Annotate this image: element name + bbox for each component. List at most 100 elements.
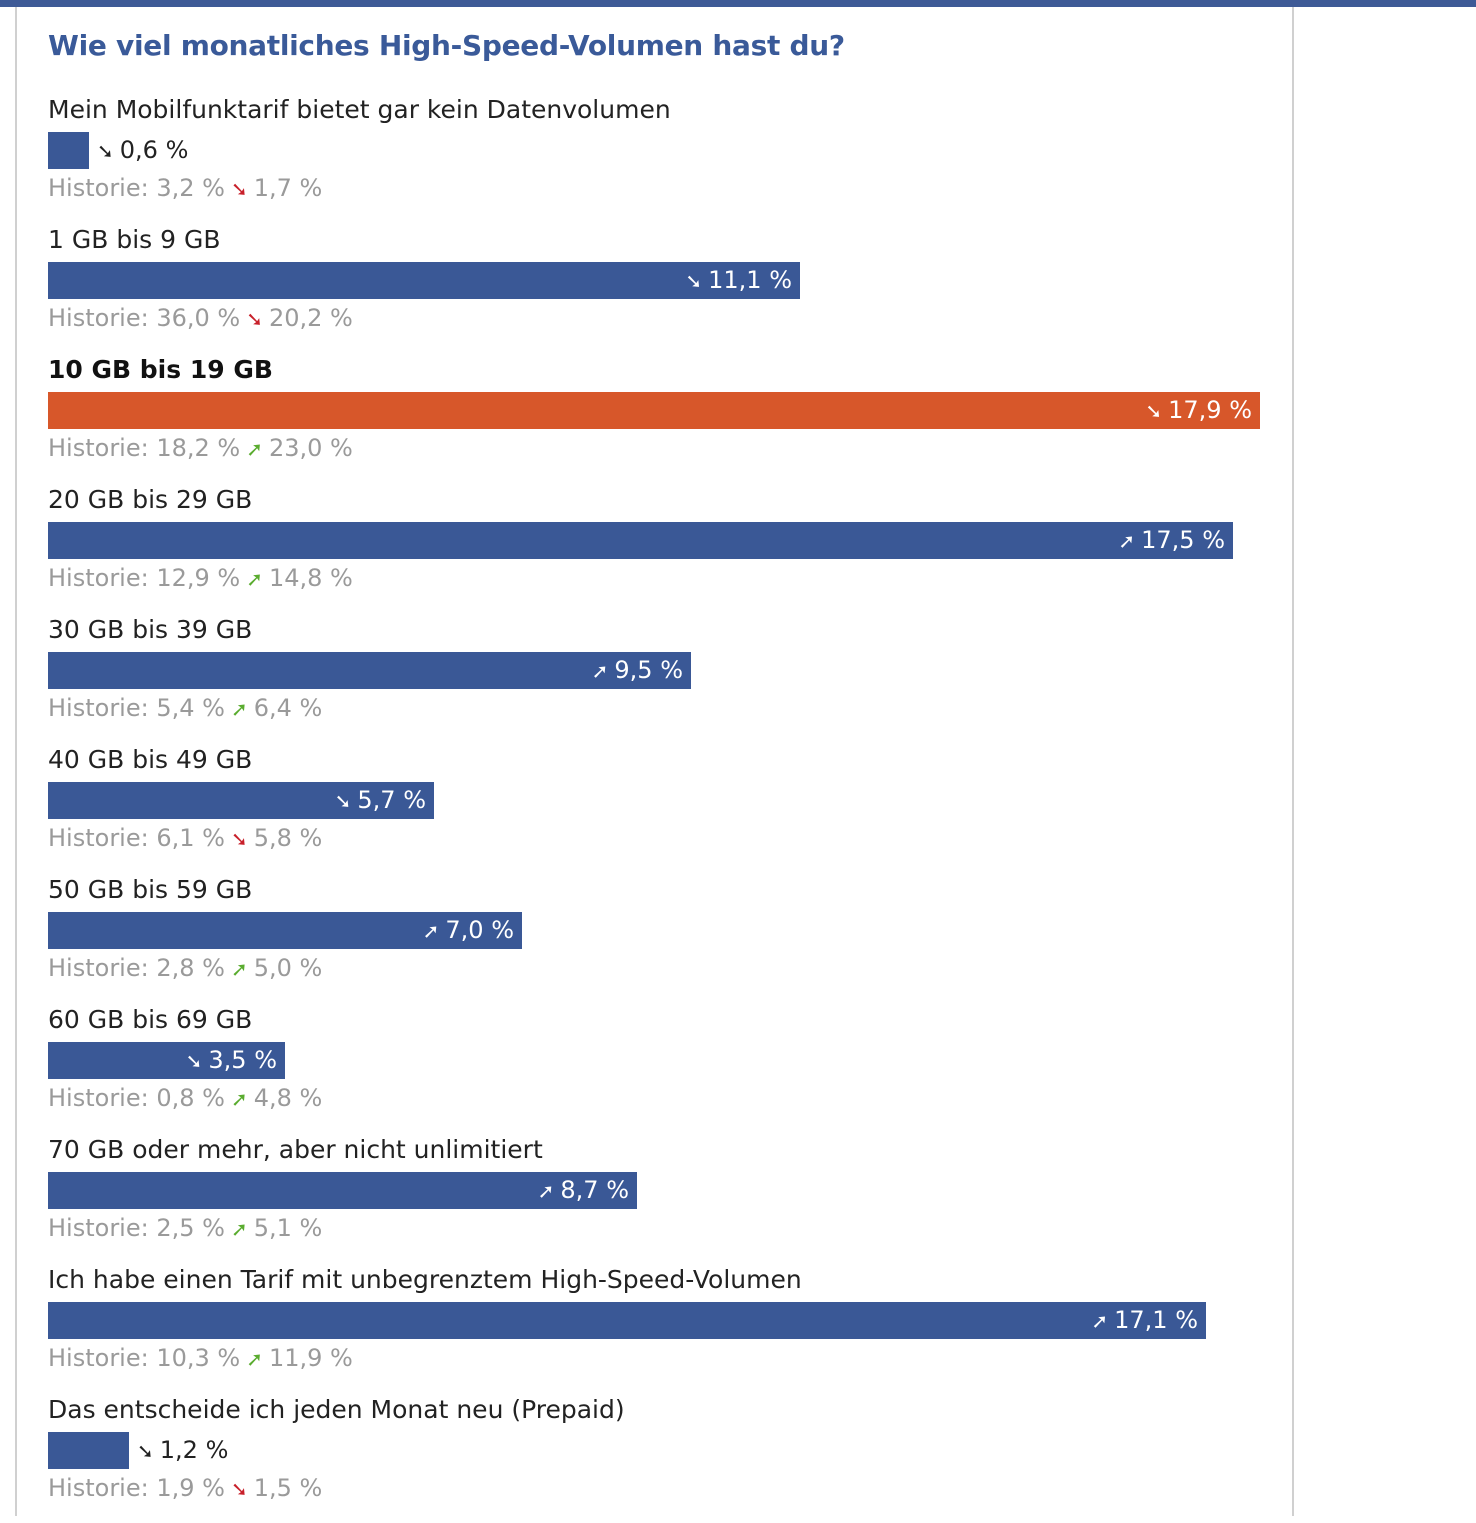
history-down-icon: ➘ [246, 307, 263, 331]
result-value: ➘ 0,6 % [97, 132, 188, 169]
result-percent: 1,2 % [159, 1436, 229, 1464]
history: Historie: 2,5 % ➚ 5,1 % [48, 1210, 322, 1247]
result-percent: 0,6 % [119, 136, 189, 164]
history-down-icon: ➘ [230, 1477, 248, 1501]
history-value-1: 10,3 % [156, 1344, 241, 1372]
history-value-2: 1,7 % [253, 174, 323, 202]
history-value-1: 2,5 % [156, 1214, 225, 1242]
result-bar [48, 1172, 637, 1209]
history: Historie: 12,9 % ➚ 14,8 % [48, 560, 353, 597]
result-value: ➘ 17,9 % [1145, 392, 1252, 429]
history-value-2: 1,5 % [253, 1474, 323, 1502]
result-bar [48, 522, 1233, 559]
answer-label: Das entscheide ich jeden Monat neu (Prep… [48, 1395, 625, 1424]
frame-left-border [15, 7, 17, 1516]
history-up-icon: ➚ [230, 697, 248, 721]
history-label: Historie: [48, 824, 157, 852]
trend-down-icon: ➘ [1145, 399, 1163, 423]
result-value: ➚ 8,7 % [538, 1172, 629, 1209]
trend-down-icon: ➘ [685, 269, 703, 293]
history-up-icon: ➚ [246, 567, 263, 591]
result-percent: 17,5 % [1141, 526, 1225, 554]
history-value-2: 5,0 % [253, 954, 323, 982]
answer-row: 10 GB bis 19 GB ➘ 17,9 % Historie: 18,2 % ➚ 2… [48, 353, 1278, 483]
answer-row: 70 GB oder mehr, aber nicht unlimitiert ➚… [48, 1133, 1278, 1263]
trend-down-icon: ➘ [334, 789, 352, 813]
history-value-1: 6,1 % [156, 824, 225, 852]
answer-label: Ich habe einen Tarif mit unbegrenztem Hi… [48, 1265, 802, 1294]
result-value: ➘ 5,7 % [335, 782, 426, 819]
result-value: ➘ 3,5 % [186, 1042, 277, 1079]
history-label: Historie: [48, 1474, 157, 1502]
history-value-2: 6,4 % [253, 694, 323, 722]
trend-up-icon: ➚ [537, 1179, 555, 1203]
result-bar [48, 392, 1260, 429]
result-value: ➘ 11,1 % [685, 262, 792, 299]
trend-up-icon: ➚ [1118, 529, 1136, 553]
history-value-2: 20,2 % [268, 304, 353, 332]
result-bar [48, 262, 800, 299]
trend-up-icon: ➚ [422, 919, 440, 943]
trend-up-icon: ➚ [591, 659, 609, 683]
answer-label: 60 GB bis 69 GB [48, 1005, 253, 1034]
top-rule [0, 0, 1476, 7]
history-label: Historie: [48, 434, 157, 462]
result-bar [48, 132, 89, 169]
result-percent: 7,0 % [445, 916, 514, 944]
result-bar [48, 782, 434, 819]
history-value-2: 23,0 % [268, 434, 353, 462]
history: Historie: 36,0 % ➘ 20,2 % [48, 300, 353, 337]
history-value-1: 36,0 % [156, 304, 241, 332]
result-percent: 8,7 % [560, 1176, 629, 1204]
result-value: ➚ 17,5 % [1118, 522, 1225, 559]
answer-label: 50 GB bis 59 GB [48, 875, 253, 904]
history: Historie: 18,2 % ➚ 23,0 % [48, 430, 353, 467]
history: Historie: 3,2 % ➘ 1,7 % [48, 170, 322, 207]
result-bar [48, 1302, 1206, 1339]
history-value-1: 2,8 % [156, 954, 225, 982]
history: Historie: 2,8 % ➚ 5,0 % [48, 950, 322, 987]
trend-down-icon: ➘ [185, 1049, 203, 1073]
history-label: Historie: [48, 1084, 157, 1112]
history-up-icon: ➚ [230, 1087, 248, 1111]
history-label: Historie: [48, 564, 157, 592]
history-up-icon: ➚ [246, 1347, 263, 1371]
answer-label: 30 GB bis 39 GB [48, 615, 253, 644]
history-value-2: 14,8 % [268, 564, 353, 592]
answer-row: Mein Mobilfunktarif bietet gar kein Date… [48, 93, 1278, 223]
result-percent: 5,7 % [357, 786, 426, 814]
answer-row: Das entscheide ich jeden Monat neu (Prep… [48, 1393, 1278, 1523]
trend-up-icon: ➚ [1091, 1309, 1109, 1333]
history-up-icon: ➚ [230, 1217, 248, 1241]
result-bar [48, 652, 691, 689]
history-label: Historie: [48, 954, 157, 982]
history-value-2: 11,9 % [268, 1344, 353, 1372]
result-percent: 9,5 % [614, 656, 683, 684]
result-value: ➚ 7,0 % [423, 912, 514, 949]
result-value: ➚ 17,1 % [1091, 1302, 1198, 1339]
history-value-2: 5,1 % [253, 1214, 323, 1242]
result-bar [48, 912, 522, 949]
history-down-icon: ➘ [230, 177, 248, 201]
result-bar [48, 1042, 285, 1079]
history: Historie: 6,1 % ➘ 5,8 % [48, 820, 322, 857]
answer-label: 10 GB bis 19 GB [48, 355, 273, 384]
result-percent: 17,9 % [1168, 396, 1252, 424]
history-value-2: 5,8 % [253, 824, 323, 852]
history: Historie: 0,8 % ➚ 4,8 % [48, 1080, 322, 1117]
answer-row: 60 GB bis 69 GB ➘ 3,5 % Historie: 0,8 % ➚ 4,8… [48, 1003, 1278, 1133]
trend-down-icon: ➘ [137, 1439, 154, 1463]
history-value-1: 5,4 % [156, 694, 225, 722]
frame-right-border [1292, 7, 1294, 1516]
answer-label: 40 GB bis 49 GB [48, 745, 253, 774]
history-value-2: 4,8 % [253, 1084, 323, 1112]
history-label: Historie: [48, 304, 157, 332]
result-bar [48, 1432, 129, 1469]
answer-row: 1 GB bis 9 GB ➘ 11,1 % Historie: 36,0 % ➘ 20,… [48, 223, 1278, 353]
history-value-1: 18,2 % [156, 434, 241, 462]
history-value-1: 1,9 % [156, 1474, 225, 1502]
answer-row: 40 GB bis 49 GB ➘ 5,7 % Historie: 6,1 % ➘ 5,8… [48, 743, 1278, 873]
answer-row: 30 GB bis 39 GB ➚ 9,5 % Historie: 5,4 % ➚ 6,4… [48, 613, 1278, 743]
result-value: ➚ 9,5 % [592, 652, 683, 689]
history-down-icon: ➘ [230, 827, 248, 851]
